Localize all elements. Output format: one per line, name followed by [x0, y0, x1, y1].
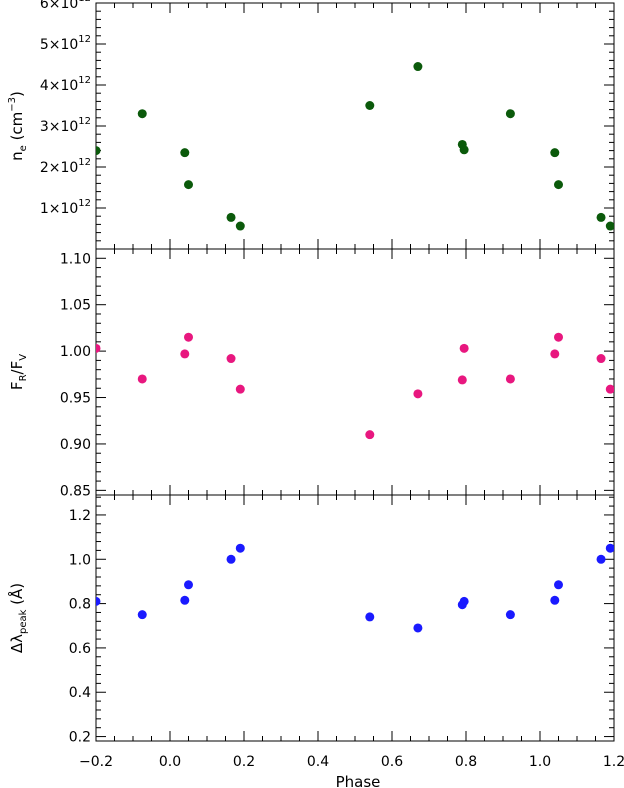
data-point: [96, 146, 101, 156]
data-point: [180, 595, 190, 605]
x-tick-label: 1.2: [603, 754, 624, 770]
data-point: [413, 623, 423, 633]
data-point: [365, 101, 375, 110]
data-point: [596, 354, 606, 364]
data-point: [459, 596, 469, 606]
data-point: [137, 374, 147, 384]
data-points: [96, 332, 614, 440]
data-point: [554, 180, 563, 190]
x-tick-label: 1.0: [529, 754, 551, 770]
x-tick-label: 0.4: [307, 754, 329, 770]
x-tick-label: 0.6: [381, 754, 403, 770]
data-point: [184, 180, 193, 190]
data-point: [235, 221, 245, 231]
x-tick-label: 0.0: [159, 754, 181, 770]
x-tick-label: 0.2: [233, 754, 255, 770]
y-tick-label: 0.8: [69, 597, 91, 613]
data-point: [413, 62, 423, 72]
y-tick-label: 1.00: [60, 344, 91, 360]
data-point: [596, 554, 606, 564]
data-point: [96, 596, 101, 606]
y-tick-label: 0.2: [69, 730, 91, 746]
data-point: [235, 384, 245, 394]
plot-frame: [95, 494, 615, 742]
peak-separation-panel: 0.2 0.4 0.6 0.8 1.0 1.2 Δλpeak (Å): [7, 494, 615, 746]
data-point: [605, 384, 614, 394]
data-point: [554, 580, 563, 590]
data-point: [180, 148, 190, 158]
data-point: [505, 109, 515, 119]
y-tick-label: 0.95: [60, 391, 91, 407]
y-tick-label: 0.6: [69, 641, 91, 657]
data-point: [184, 580, 193, 590]
electron-density-panel: 1×1012 2×1012 3×1012 4×1012 5×1012 6×1012 ne (…: [7, 0, 615, 250]
data-points: [96, 62, 614, 231]
y-axis-label: FR/FV: [8, 354, 29, 390]
y-tick-label: 0.90: [60, 437, 91, 453]
y-axis-label: Δλpeak (Å): [7, 583, 29, 653]
data-point: [550, 148, 560, 158]
y-axis-label: ne (cm−3): [7, 91, 29, 161]
data-point: [365, 612, 375, 622]
data-point: [596, 212, 606, 222]
data-point: [235, 543, 245, 553]
data-point: [137, 610, 147, 620]
data-point: [459, 145, 469, 155]
y-tick-label: 1×1012: [40, 198, 91, 217]
flux-ratio-panel: 0.85 0.90 0.95 1.00 1.05 1.10 FR/FV: [8, 248, 615, 499]
data-point: [457, 375, 467, 385]
y-tick-label: 1.0: [69, 552, 91, 568]
data-point: [413, 389, 423, 399]
y-tick-label: 3×1012: [40, 116, 91, 135]
x-tick-label: 0.8: [455, 754, 477, 770]
data-point: [605, 543, 614, 553]
data-point: [180, 349, 190, 359]
data-point: [550, 595, 560, 605]
data-point: [184, 332, 193, 342]
x-axis-label: Phase: [336, 773, 381, 788]
y-tick-label: 4×1012: [40, 75, 91, 94]
data-point: [96, 343, 101, 353]
y-tick-label: 0.4: [69, 685, 91, 701]
data-point: [226, 212, 236, 222]
data-points: [96, 543, 614, 633]
y-tick-label: 5×1012: [40, 34, 91, 53]
y-tick-label: 1.10: [60, 251, 91, 267]
data-point: [550, 349, 560, 359]
data-point: [605, 221, 614, 231]
data-point: [554, 332, 563, 342]
data-point: [459, 343, 469, 353]
data-point: [226, 354, 236, 364]
data-point: [365, 430, 375, 440]
y-tick-label: 0.85: [60, 483, 91, 499]
x-tick-label: −0.2: [79, 754, 113, 770]
data-point: [226, 554, 236, 564]
data-point: [137, 109, 147, 119]
y-tick-label: 2×1012: [40, 157, 91, 176]
data-point: [505, 610, 515, 620]
y-tick-label: 1.2: [69, 508, 91, 524]
y-tick-label: 6×1012: [40, 0, 91, 12]
plot-frame: [95, 248, 615, 496]
y-tick-label: 1.05: [60, 298, 91, 314]
plot-frame: [95, 2, 615, 250]
data-point: [505, 374, 515, 384]
x-tick-labels: −0.2 0.0 0.2 0.4 0.6 0.8 1.0 1.2: [79, 754, 624, 770]
